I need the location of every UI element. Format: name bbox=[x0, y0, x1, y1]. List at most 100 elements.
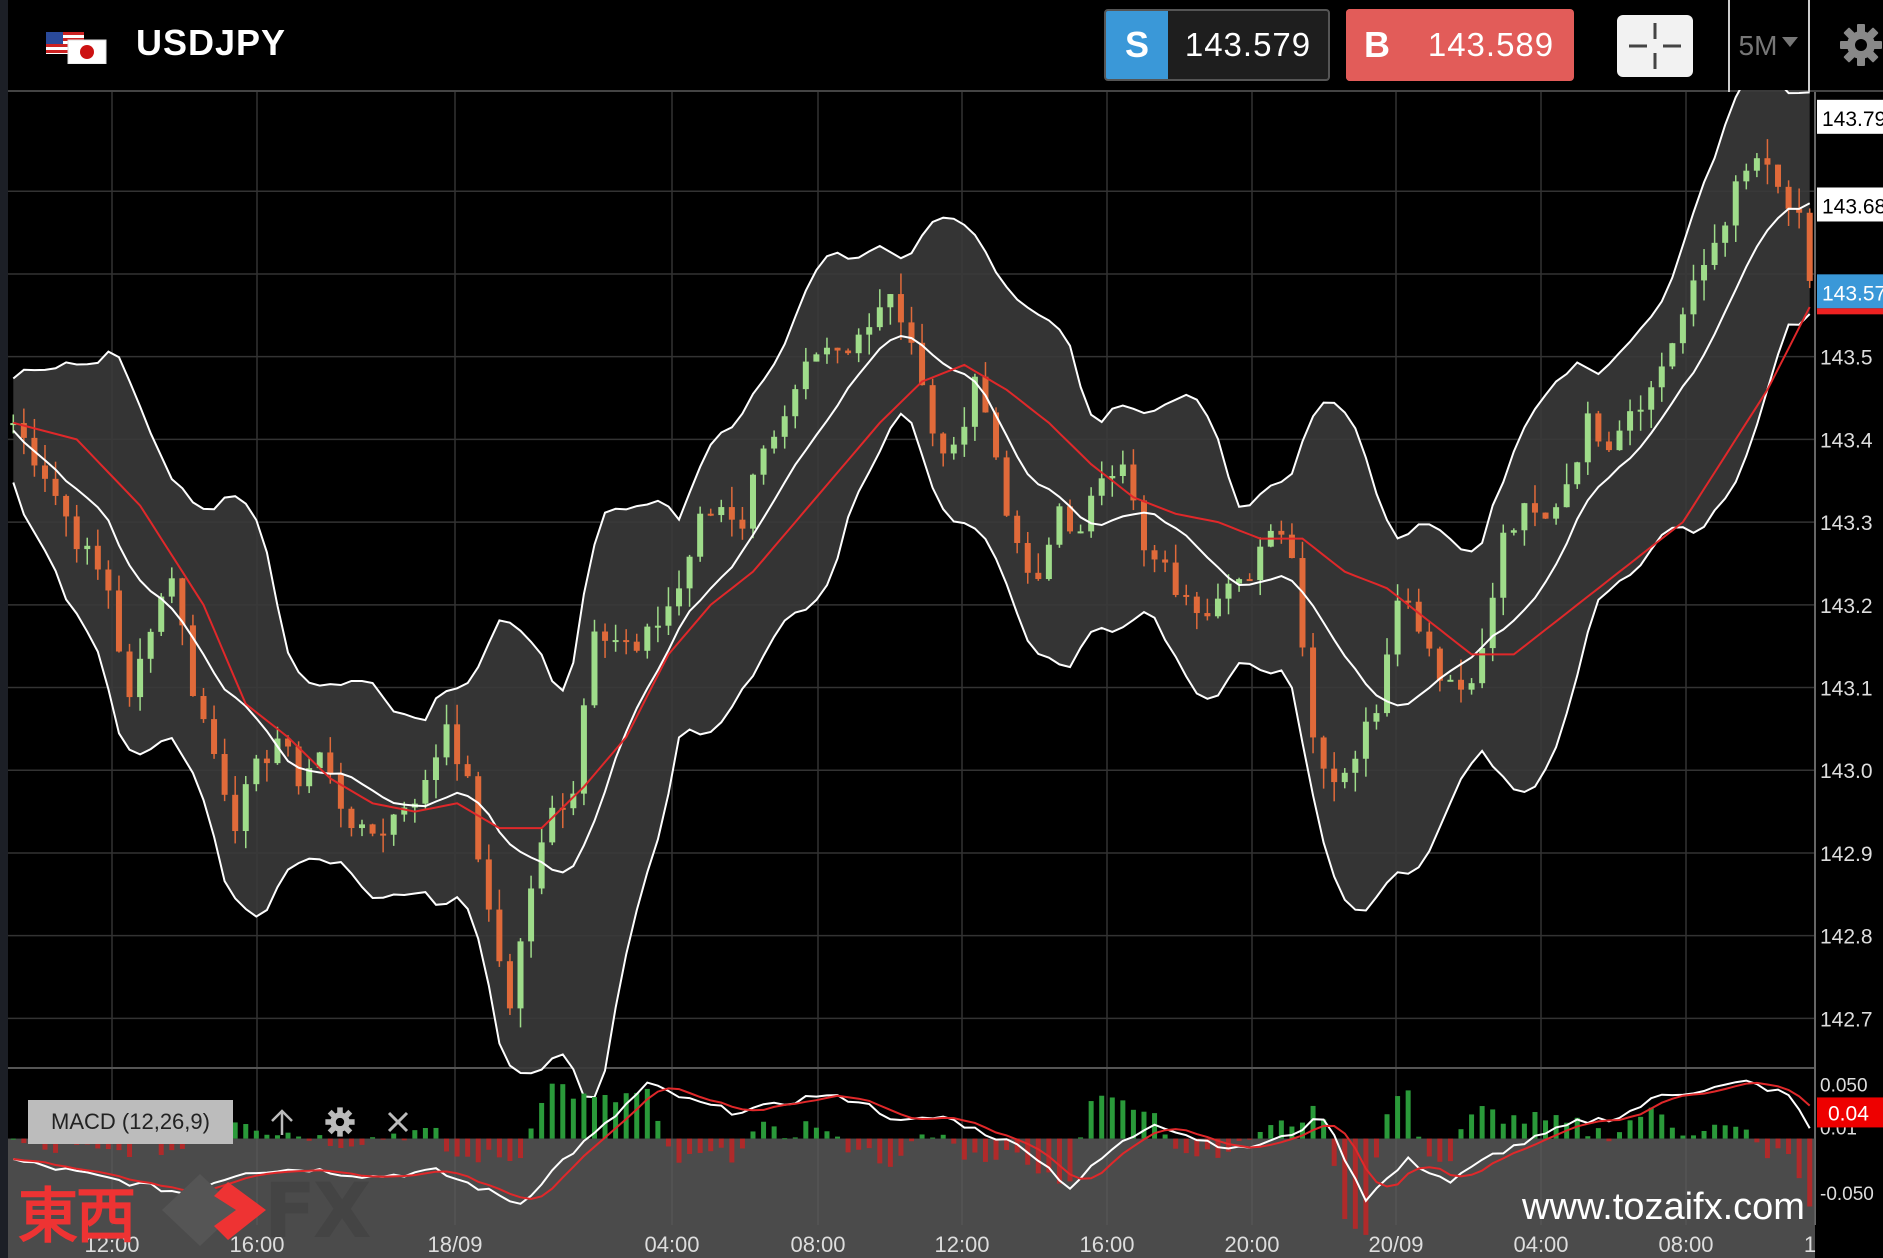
macd-histogram-bar bbox=[306, 1138, 312, 1141]
candle-body bbox=[189, 625, 196, 697]
candle-body bbox=[158, 596, 165, 632]
candle-body bbox=[1225, 583, 1232, 599]
macd-histogram-bar bbox=[274, 1135, 280, 1139]
candle-body bbox=[876, 307, 883, 328]
macd-histogram-bar bbox=[422, 1128, 428, 1139]
candle-body bbox=[105, 569, 112, 591]
symbol-label[interactable]: USDJPY bbox=[136, 22, 287, 63]
macd-histogram-bar bbox=[1035, 1138, 1041, 1174]
candle-body bbox=[1362, 721, 1369, 759]
candle-body bbox=[1035, 572, 1042, 580]
macd-histogram-bar bbox=[898, 1138, 904, 1156]
macd-histogram-bar bbox=[982, 1138, 988, 1162]
macd-indicator-label[interactable]: MACD (12,26,9) bbox=[28, 1100, 233, 1144]
macd-histogram-bar bbox=[370, 1137, 376, 1139]
macd-histogram-bar bbox=[359, 1138, 365, 1145]
timeframe-dropdown[interactable]: 5M bbox=[1728, 0, 1810, 92]
macd-histogram-bar bbox=[887, 1138, 893, 1167]
crosshair-button[interactable] bbox=[1617, 15, 1693, 77]
macd-histogram-bar bbox=[116, 1138, 122, 1151]
macd-histogram-bar bbox=[761, 1121, 767, 1139]
watermark-url: www.tozaifx.com bbox=[1522, 1186, 1805, 1228]
candle-body bbox=[168, 578, 175, 597]
candle-body bbox=[633, 641, 640, 651]
candle-body bbox=[1595, 413, 1602, 442]
candle-body bbox=[41, 465, 48, 479]
gear-icon[interactable] bbox=[1838, 22, 1883, 68]
candle-body bbox=[443, 724, 450, 758]
candle-body bbox=[485, 859, 492, 910]
macd-histogram-bar bbox=[1479, 1106, 1485, 1139]
macd-histogram-bar bbox=[560, 1084, 566, 1139]
macd-move-up-button[interactable] bbox=[264, 1104, 300, 1140]
macd-histogram-bar bbox=[1722, 1125, 1728, 1139]
candle-body bbox=[1796, 208, 1803, 213]
candle-body bbox=[348, 808, 355, 829]
macd-histogram-bar bbox=[1215, 1138, 1221, 1158]
candle-body bbox=[306, 768, 313, 787]
macd-histogram-bar bbox=[1807, 1138, 1813, 1207]
candle-body bbox=[1278, 530, 1285, 535]
candle-body bbox=[718, 507, 725, 516]
candle-body bbox=[908, 322, 915, 343]
macd-histogram-bar bbox=[729, 1138, 735, 1163]
macd-histogram-bar bbox=[1743, 1129, 1749, 1139]
candle-body bbox=[1162, 559, 1169, 563]
candle-body bbox=[1743, 170, 1750, 182]
candle-body bbox=[1605, 441, 1612, 451]
macd-histogram-bar bbox=[1278, 1120, 1284, 1139]
x-tick-label: 08:00 bbox=[790, 1232, 845, 1257]
macd-close-button[interactable] bbox=[380, 1104, 416, 1140]
macd-histogram-bar bbox=[1543, 1120, 1549, 1139]
macd-histogram-bar bbox=[782, 1138, 788, 1140]
candle-body bbox=[1310, 647, 1317, 738]
macd-histogram-bar bbox=[1268, 1125, 1274, 1139]
candle-body bbox=[1246, 579, 1253, 582]
macd-histogram-bar bbox=[961, 1138, 967, 1160]
candle-body bbox=[52, 478, 59, 496]
macd-settings-button[interactable] bbox=[322, 1104, 358, 1140]
macd-histogram-bar bbox=[1680, 1135, 1686, 1139]
macd-histogram-bar bbox=[232, 1122, 238, 1139]
y-tick-label: 142.7 bbox=[1820, 1008, 1873, 1031]
price-tag-bg bbox=[1817, 99, 1883, 134]
candle-body bbox=[654, 625, 661, 628]
macd-histogram-bar bbox=[1786, 1138, 1792, 1155]
macd-histogram-bar bbox=[919, 1134, 925, 1139]
macd-histogram-bar bbox=[1764, 1138, 1770, 1159]
candle-body bbox=[1130, 464, 1137, 501]
candle-body bbox=[1489, 597, 1496, 649]
candle-body bbox=[781, 416, 788, 437]
macd-histogram-bar bbox=[697, 1138, 703, 1153]
moving-average-line bbox=[13, 306, 1811, 830]
macd-histogram-bar bbox=[940, 1134, 946, 1139]
sell-button[interactable]: S 143.579 bbox=[1104, 9, 1330, 81]
candle-body bbox=[63, 495, 70, 517]
macd-histogram-bar bbox=[1331, 1138, 1337, 1166]
candle-body bbox=[1193, 596, 1200, 614]
toolbar: USDJPY S 143.579 B 143.589 5M bbox=[8, 0, 1883, 92]
candle-body bbox=[475, 776, 482, 860]
price-tag-label: 143.57 bbox=[1822, 282, 1883, 305]
macd-histogram-bar bbox=[824, 1131, 830, 1139]
candle-body bbox=[1648, 387, 1655, 410]
tozaifx-logo: 東西 FX bbox=[18, 1166, 398, 1255]
candle-body bbox=[295, 746, 302, 787]
macd-histogram-bar bbox=[21, 1138, 27, 1144]
macd-histogram-bar bbox=[1152, 1113, 1158, 1139]
macd-histogram-bar bbox=[1373, 1138, 1379, 1158]
macd-histogram-bar bbox=[475, 1138, 481, 1163]
candle-body bbox=[1067, 506, 1074, 532]
macd-histogram-bar bbox=[1416, 1136, 1422, 1139]
macd-histogram-bar bbox=[1078, 1137, 1084, 1139]
candle-body bbox=[919, 342, 926, 386]
buy-button[interactable]: B 143.589 bbox=[1346, 9, 1574, 81]
y-tick-label: 143.4 bbox=[1820, 429, 1873, 452]
macd-histogram-bar bbox=[1511, 1115, 1517, 1139]
macd-histogram-bar bbox=[1141, 1111, 1147, 1139]
macd-panel bbox=[8, 1079, 1815, 1258]
y-tick-label: 143.5 bbox=[1820, 347, 1873, 370]
candle-body bbox=[94, 545, 101, 570]
